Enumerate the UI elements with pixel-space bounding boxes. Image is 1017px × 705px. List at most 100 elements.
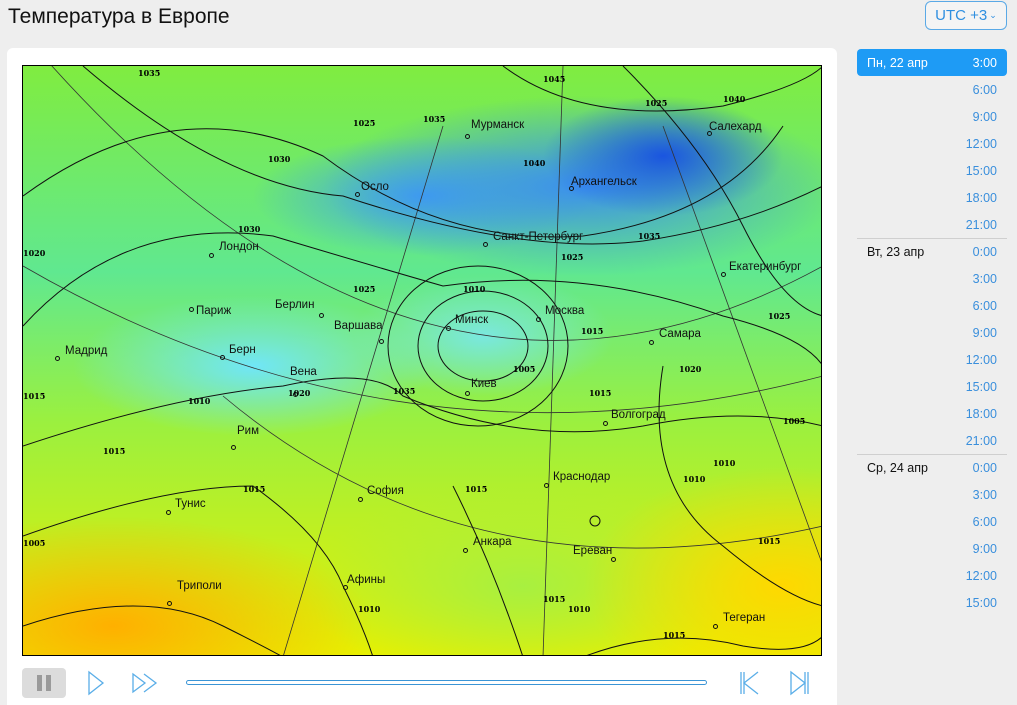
isobar <box>502 66 821 112</box>
page-title: Температура в Европе <box>8 5 230 28</box>
time-label: 18:00 <box>965 190 997 205</box>
isobar-label: 1040 <box>523 158 546 168</box>
fast-forward-button[interactable] <box>131 668 161 698</box>
timeline-item[interactable]: 18:00 <box>857 184 1007 211</box>
time-label: 3:00 <box>972 55 997 70</box>
timeline-item[interactable]: 6:00 <box>857 76 1007 103</box>
meridian-line <box>542 66 564 655</box>
isobar <box>452 485 523 655</box>
isobar-label: 1020 <box>288 388 311 398</box>
timeline-item[interactable]: 6:00 <box>857 292 1007 319</box>
time-label: 9:00 <box>972 325 997 340</box>
time-label: 6:00 <box>972 514 997 529</box>
timeline-item[interactable]: 12:00 <box>857 130 1007 157</box>
isobar <box>23 232 821 365</box>
city-marker <box>166 510 171 515</box>
isobar-label: 1010 <box>568 604 591 614</box>
skip-to-end-button[interactable] <box>787 668 811 698</box>
isobar-label: 1005 <box>513 364 536 374</box>
city-marker <box>358 497 363 502</box>
isobar-label: 1025 <box>353 284 376 294</box>
isobar <box>658 365 821 606</box>
timeline-item[interactable]: 9:00 <box>857 535 1007 562</box>
isobar-label: 1015 <box>663 630 686 640</box>
city-marker <box>167 601 172 606</box>
time-label: 9:00 <box>972 109 997 124</box>
city-marker <box>713 624 718 629</box>
city-label: Вена <box>290 366 317 378</box>
isobar-label: 1010 <box>683 474 706 484</box>
temperature-map[interactable]: Мурманск Салехард Архангельск Осло Санкт-Пет… <box>22 65 822 656</box>
city-label: Триполи <box>177 580 222 592</box>
timeline-item[interactable]: 12:00 <box>857 346 1007 373</box>
timeline-slider[interactable] <box>186 680 707 685</box>
isobar-label: 1020 <box>23 248 46 258</box>
pause-button[interactable] <box>22 668 66 698</box>
timeline-item[interactable]: 9:00 <box>857 319 1007 346</box>
timeline-item[interactable]: Пн, 22 апр 3:00 <box>857 49 1007 76</box>
isobar <box>589 515 601 527</box>
timeline-item[interactable]: 3:00 <box>857 265 1007 292</box>
timeline-item[interactable]: 12:00 <box>857 562 1007 589</box>
city-marker <box>465 391 470 396</box>
isobar <box>23 605 281 655</box>
time-label: 3:00 <box>972 271 997 286</box>
timeline-item[interactable]: 9:00 <box>857 103 1007 130</box>
timeline-item[interactable]: 6:00 <box>857 508 1007 535</box>
isobar-label: 1015 <box>589 388 612 398</box>
city-marker <box>707 131 712 136</box>
timeline-item[interactable]: 21:00 <box>857 211 1007 238</box>
city-marker <box>603 421 608 426</box>
timeline-item[interactable]: 15:00 <box>857 157 1007 184</box>
city-marker <box>189 307 194 312</box>
timezone-select[interactable]: UTC +3 ⌄ <box>925 1 1007 30</box>
time-label: 15:00 <box>965 379 997 394</box>
time-label: 6:00 <box>972 298 997 313</box>
time-label: 9:00 <box>972 541 997 556</box>
timeline-item[interactable]: 15:00 <box>857 373 1007 400</box>
timezone-value: UTC +3 <box>935 7 988 24</box>
meridian-line <box>283 125 444 655</box>
timeline-item[interactable]: 21:00 <box>857 427 1007 454</box>
city-label: Рим <box>237 425 260 437</box>
skip-to-start-button[interactable] <box>738 668 762 698</box>
city-marker <box>649 340 654 345</box>
isobar-label: 1015 <box>243 484 266 494</box>
city-label: Архангельск <box>571 176 637 188</box>
time-label: 21:00 <box>965 217 997 232</box>
isobar-label: 1015 <box>581 326 604 336</box>
city-label: Ереван <box>573 545 613 557</box>
isobar-label: 1005 <box>23 538 46 548</box>
city-marker <box>55 356 60 361</box>
timeline-item[interactable]: 15:00 <box>857 589 1007 616</box>
timeline-item[interactable]: 3:00 <box>857 481 1007 508</box>
latitude-line <box>23 265 821 414</box>
city-label: Париж <box>196 305 232 317</box>
city-marker <box>446 326 451 331</box>
isobar-label: 1010 <box>188 396 211 406</box>
isobar-label: 1035 <box>423 114 446 124</box>
fast-forward-icon <box>132 672 158 694</box>
day-label: Ср, 24 апр <box>867 461 928 475</box>
isobar-label: 1015 <box>465 484 488 494</box>
pause-icon-bar <box>46 675 51 691</box>
day-label: Вт, 23 апр <box>867 245 925 259</box>
timeline-item[interactable]: Вт, 23 апр 0:00 <box>857 238 1007 265</box>
isobar-label: 1025 <box>645 98 668 108</box>
city-label: Мадрид <box>65 345 108 357</box>
city-label: София <box>367 485 404 497</box>
city-label: Варшава <box>334 320 383 332</box>
play-button[interactable] <box>86 668 106 698</box>
city-marker <box>569 186 574 191</box>
city-marker <box>465 134 470 139</box>
skip-start-icon <box>740 671 759 695</box>
isobar-label: 1015 <box>543 594 566 604</box>
time-label: 18:00 <box>965 406 997 421</box>
city-label: Тунис <box>175 498 206 510</box>
timeline-item[interactable]: Ср, 24 апр 0:00 <box>857 454 1007 481</box>
isobar-label: 1015 <box>758 536 781 546</box>
isobar <box>387 265 569 427</box>
time-label: 12:00 <box>965 568 997 583</box>
chevron-down-icon: ⌄ <box>989 10 997 20</box>
timeline-item[interactable]: 18:00 <box>857 400 1007 427</box>
